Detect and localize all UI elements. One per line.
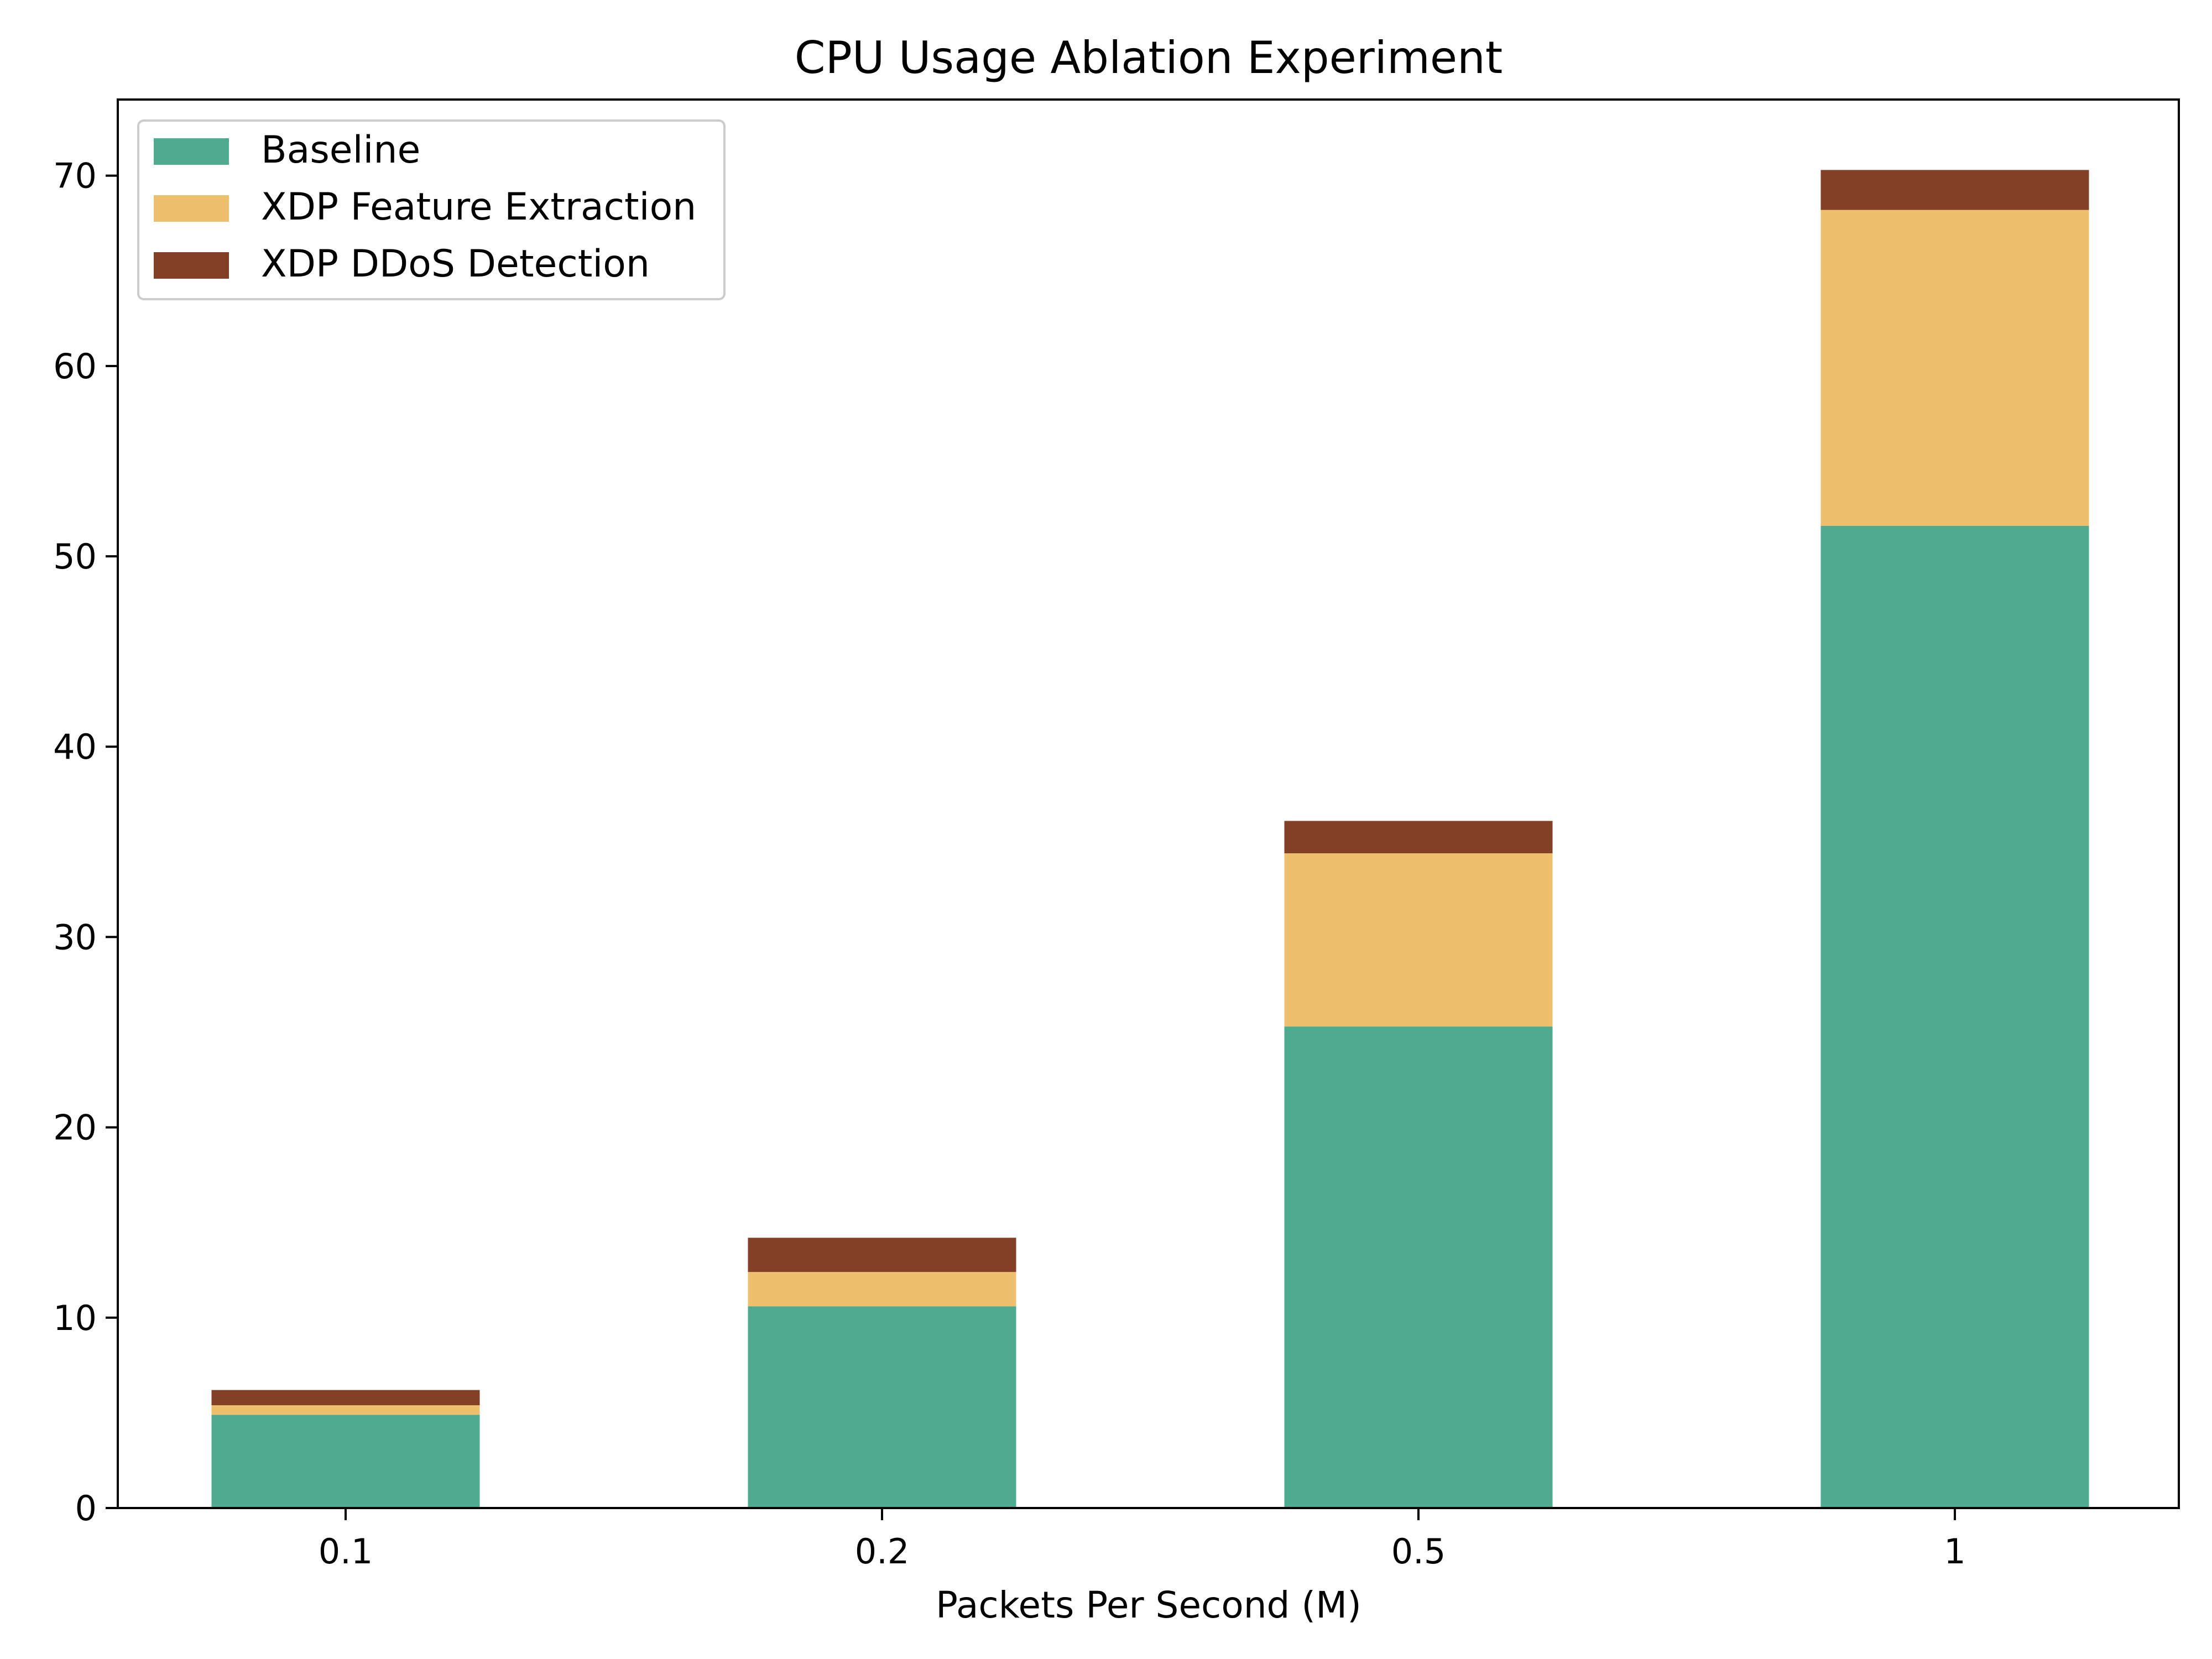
bar-segment-2-cat-1: [211, 1405, 480, 1415]
x-tick-label: 0.2: [855, 1531, 910, 1572]
bar-segment-3-cat-2: [748, 1238, 1016, 1272]
y-tick-label: 10: [53, 1298, 97, 1338]
x-tick-label: 1: [1944, 1531, 1965, 1572]
legend-label: XDP Feature Extraction: [261, 185, 696, 229]
y-tick-label: 50: [53, 536, 97, 577]
legend-items: Baseline XDP Feature Extraction XDP DDoS D…: [154, 128, 696, 286]
bar-segment-2-cat-4: [1820, 210, 2089, 526]
chart-title: CPU Usage Ablation Experiment: [795, 32, 1503, 84]
bar-segment-2-cat-3: [1284, 853, 1553, 1027]
bar-segment-1-cat-1: [211, 1415, 480, 1508]
y-tick-label: 70: [53, 156, 97, 196]
legend-frame: [137, 119, 726, 300]
y-axis: 0 10 20 30 40 50 60 70: [53, 156, 118, 1528]
bar-segment-3-cat-3: [1284, 821, 1553, 853]
x-tick-label: 0.5: [1391, 1531, 1446, 1572]
x-axis-label: Packets Per Second (M): [936, 1584, 1361, 1626]
bar-segment-3-cat-1: [211, 1390, 480, 1406]
legend: Baseline XDP Feature Extraction XDP DDoS D…: [137, 119, 726, 300]
y-tick-label: 40: [53, 727, 97, 767]
y-tick-label: 60: [53, 346, 97, 387]
bar-segment-1-cat-2: [748, 1306, 1016, 1508]
y-tick-label: 0: [75, 1488, 97, 1528]
y-tick-label: 30: [53, 917, 97, 957]
legend-swatch: [154, 195, 229, 222]
bars-layer: [211, 170, 2089, 1508]
bar-segment-3-cat-4: [1820, 170, 2089, 210]
x-axis: 0.1 0.2 0.5 1: [319, 1508, 1966, 1572]
bar-segment-2-cat-2: [748, 1272, 1016, 1307]
plot-frame: [117, 98, 2180, 1509]
x-tick-label: 0.1: [319, 1531, 373, 1572]
legend-swatch: [154, 138, 229, 165]
legend-swatch: [154, 252, 229, 279]
y-tick-label: 20: [53, 1108, 97, 1148]
legend-label: XDP DDoS Detection: [261, 242, 650, 286]
legend-label: Baseline: [261, 128, 420, 172]
bar-segment-1-cat-3: [1284, 1026, 1553, 1508]
bar-segment-1-cat-4: [1820, 525, 2089, 1508]
